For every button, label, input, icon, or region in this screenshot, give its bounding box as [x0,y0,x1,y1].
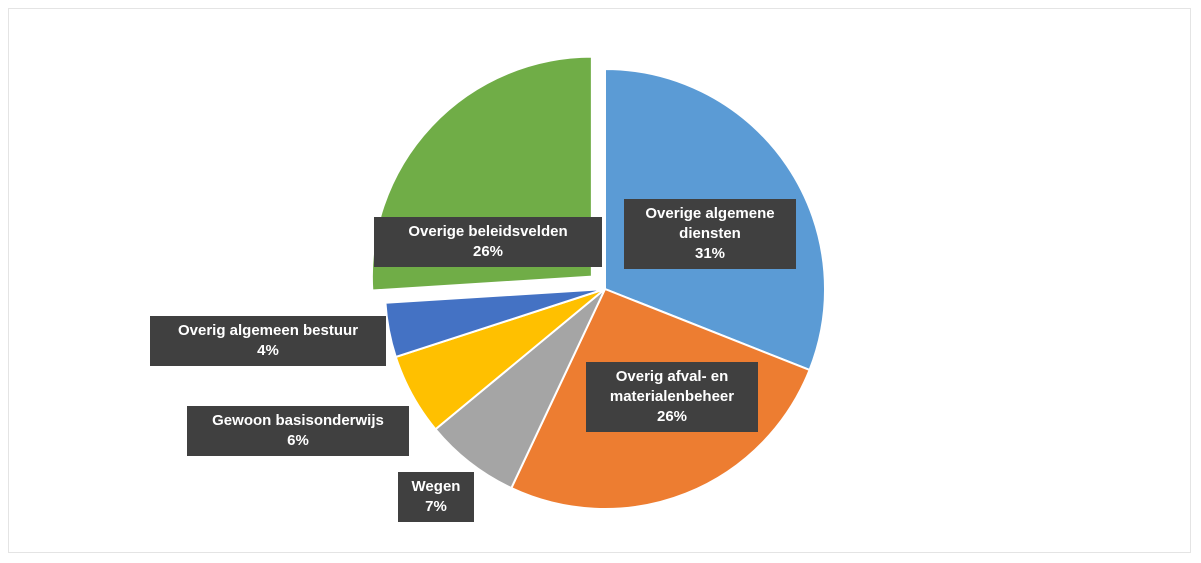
value-label: 4% [257,342,279,359]
value-label: 7% [425,498,447,515]
value-label: 31% [694,245,726,262]
category-label: Gewoon basisonderwijs [212,412,384,429]
data-label: Overige algemene diensten 31% [624,199,796,269]
category-label: Overige algemene diensten [645,205,775,242]
data-label: Wegen 7% [398,472,474,522]
value-label: 6% [287,432,309,449]
chart-frame [8,8,1191,553]
category-label: Overige beleidsvelden [408,223,568,240]
category-label: Overig algemeen bestuur [177,322,359,339]
data-label: Overige beleidsvelden 26% [374,217,602,267]
data-label: Overig algemeen bestuur 4% [150,316,386,366]
pie-slice [384,288,606,359]
data-label: Gewoon basisonderwijs 6% [187,406,409,456]
value-label: 26% [472,243,504,260]
data-label: Overig afval- en materialenbeheer 26% [586,362,758,432]
category-label: Wegen [411,478,461,495]
value-label: 26% [656,408,688,425]
category-label: Overig afval- en materialenbeheer [609,368,735,405]
